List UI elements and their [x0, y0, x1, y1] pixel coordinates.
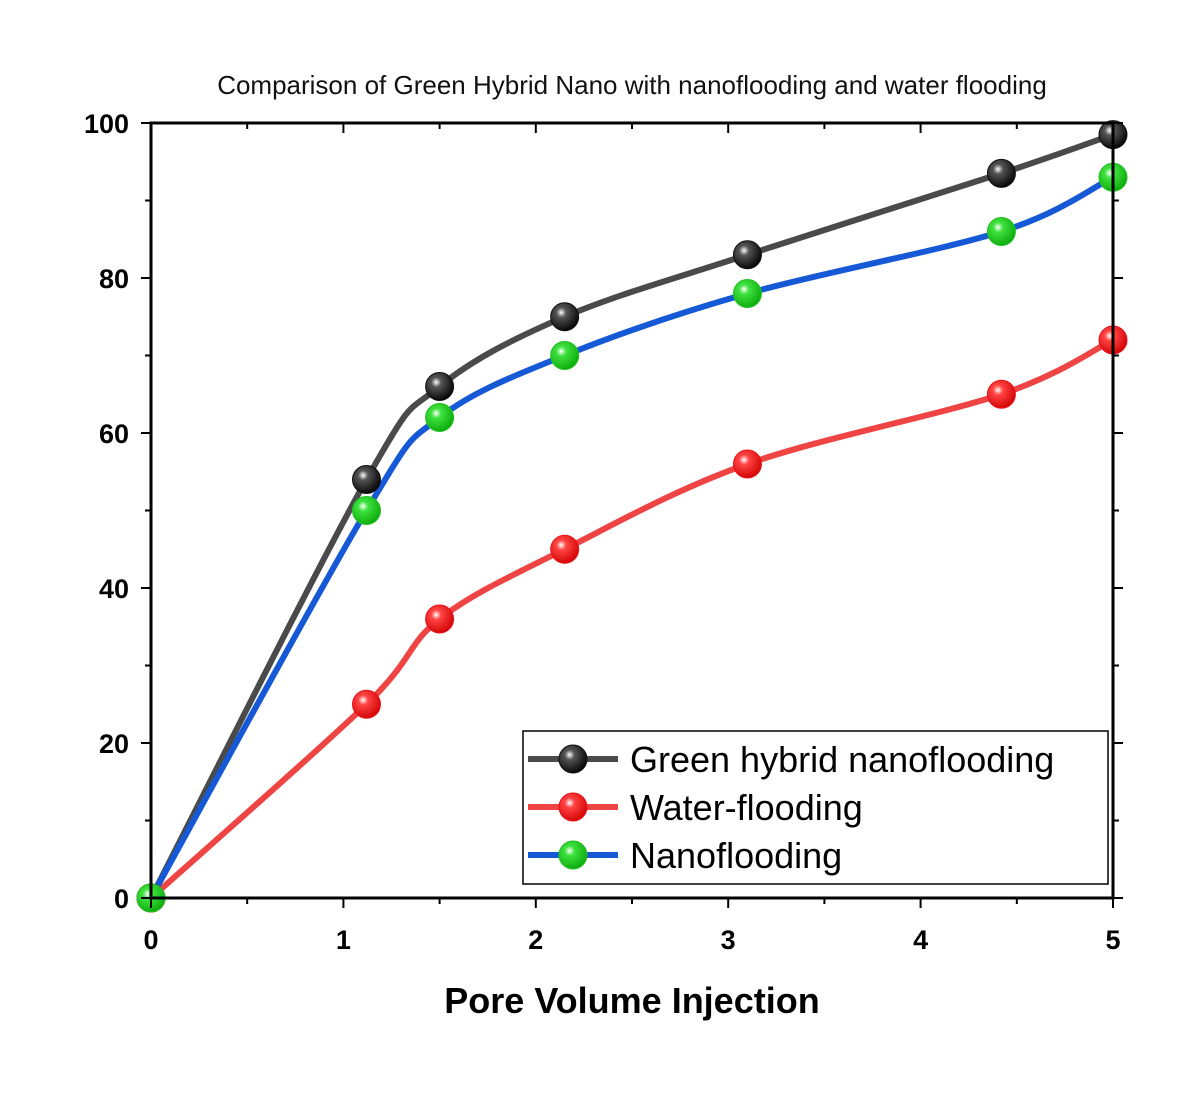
- data-point-water-flooding: [351, 689, 381, 719]
- x-axis-label: Pore Volume Injection: [444, 980, 819, 1021]
- x-tick-label: 1: [336, 925, 351, 955]
- x-tick-label: 3: [721, 925, 736, 955]
- legend-label-green-hybrid: Green hybrid nanoflooding: [630, 739, 1054, 780]
- data-point-nanoflooding: [550, 341, 580, 370]
- y-tick-label: 40: [99, 574, 129, 604]
- data-point-nanoflooding: [425, 403, 455, 432]
- x-tick-label: 4: [913, 925, 928, 955]
- data-point-green-hybrid: [986, 158, 1016, 188]
- series-line-green-hybrid: [148, 131, 1116, 901]
- legend: Green hybrid nanoflooding Water-flooding N…: [522, 730, 1109, 885]
- legend-label-nanoflooding: Nanoflooding: [630, 835, 842, 876]
- data-point-green-hybrid: [732, 240, 762, 270]
- data-point-water-flooding: [425, 604, 455, 634]
- y-tick-label: 0: [114, 884, 129, 914]
- legend-label-water-flooding: Water-flooding: [630, 787, 863, 828]
- y-tick-label: 60: [99, 419, 129, 449]
- data-point-nanoflooding: [986, 217, 1016, 246]
- y-tick-label: 20: [99, 729, 129, 759]
- data-point-nanoflooding: [351, 496, 381, 525]
- x-tick-label: 2: [528, 925, 543, 955]
- data-point-green-hybrid: [550, 302, 580, 332]
- data-point-water-flooding: [986, 379, 1016, 409]
- x-tick-label: 0: [143, 925, 158, 955]
- legend-marker-water-flooding: [558, 792, 588, 822]
- data-point-nanoflooding: [732, 279, 762, 308]
- data-point-green-hybrid: [351, 465, 381, 494]
- data-point-water-flooding: [550, 534, 580, 564]
- data-point-water-flooding: [732, 449, 762, 479]
- legend-marker-nanoflooding: [558, 840, 588, 870]
- legend-marker-green-hybrid: [558, 744, 588, 774]
- y-tick-label: 80: [99, 264, 129, 294]
- data-point-green-hybrid: [425, 372, 455, 401]
- chart-title: Comparison of Green Hybrid Nano with nan…: [217, 70, 1047, 100]
- y-tick-label: 100: [84, 109, 129, 139]
- marker-layer: [136, 120, 1128, 913]
- x-tick-label: 5: [1105, 925, 1120, 955]
- tick-layer: 0 1 2 3 4 5 0 20 40 60 80 100: [84, 109, 1123, 955]
- legend-box: [522, 730, 1109, 885]
